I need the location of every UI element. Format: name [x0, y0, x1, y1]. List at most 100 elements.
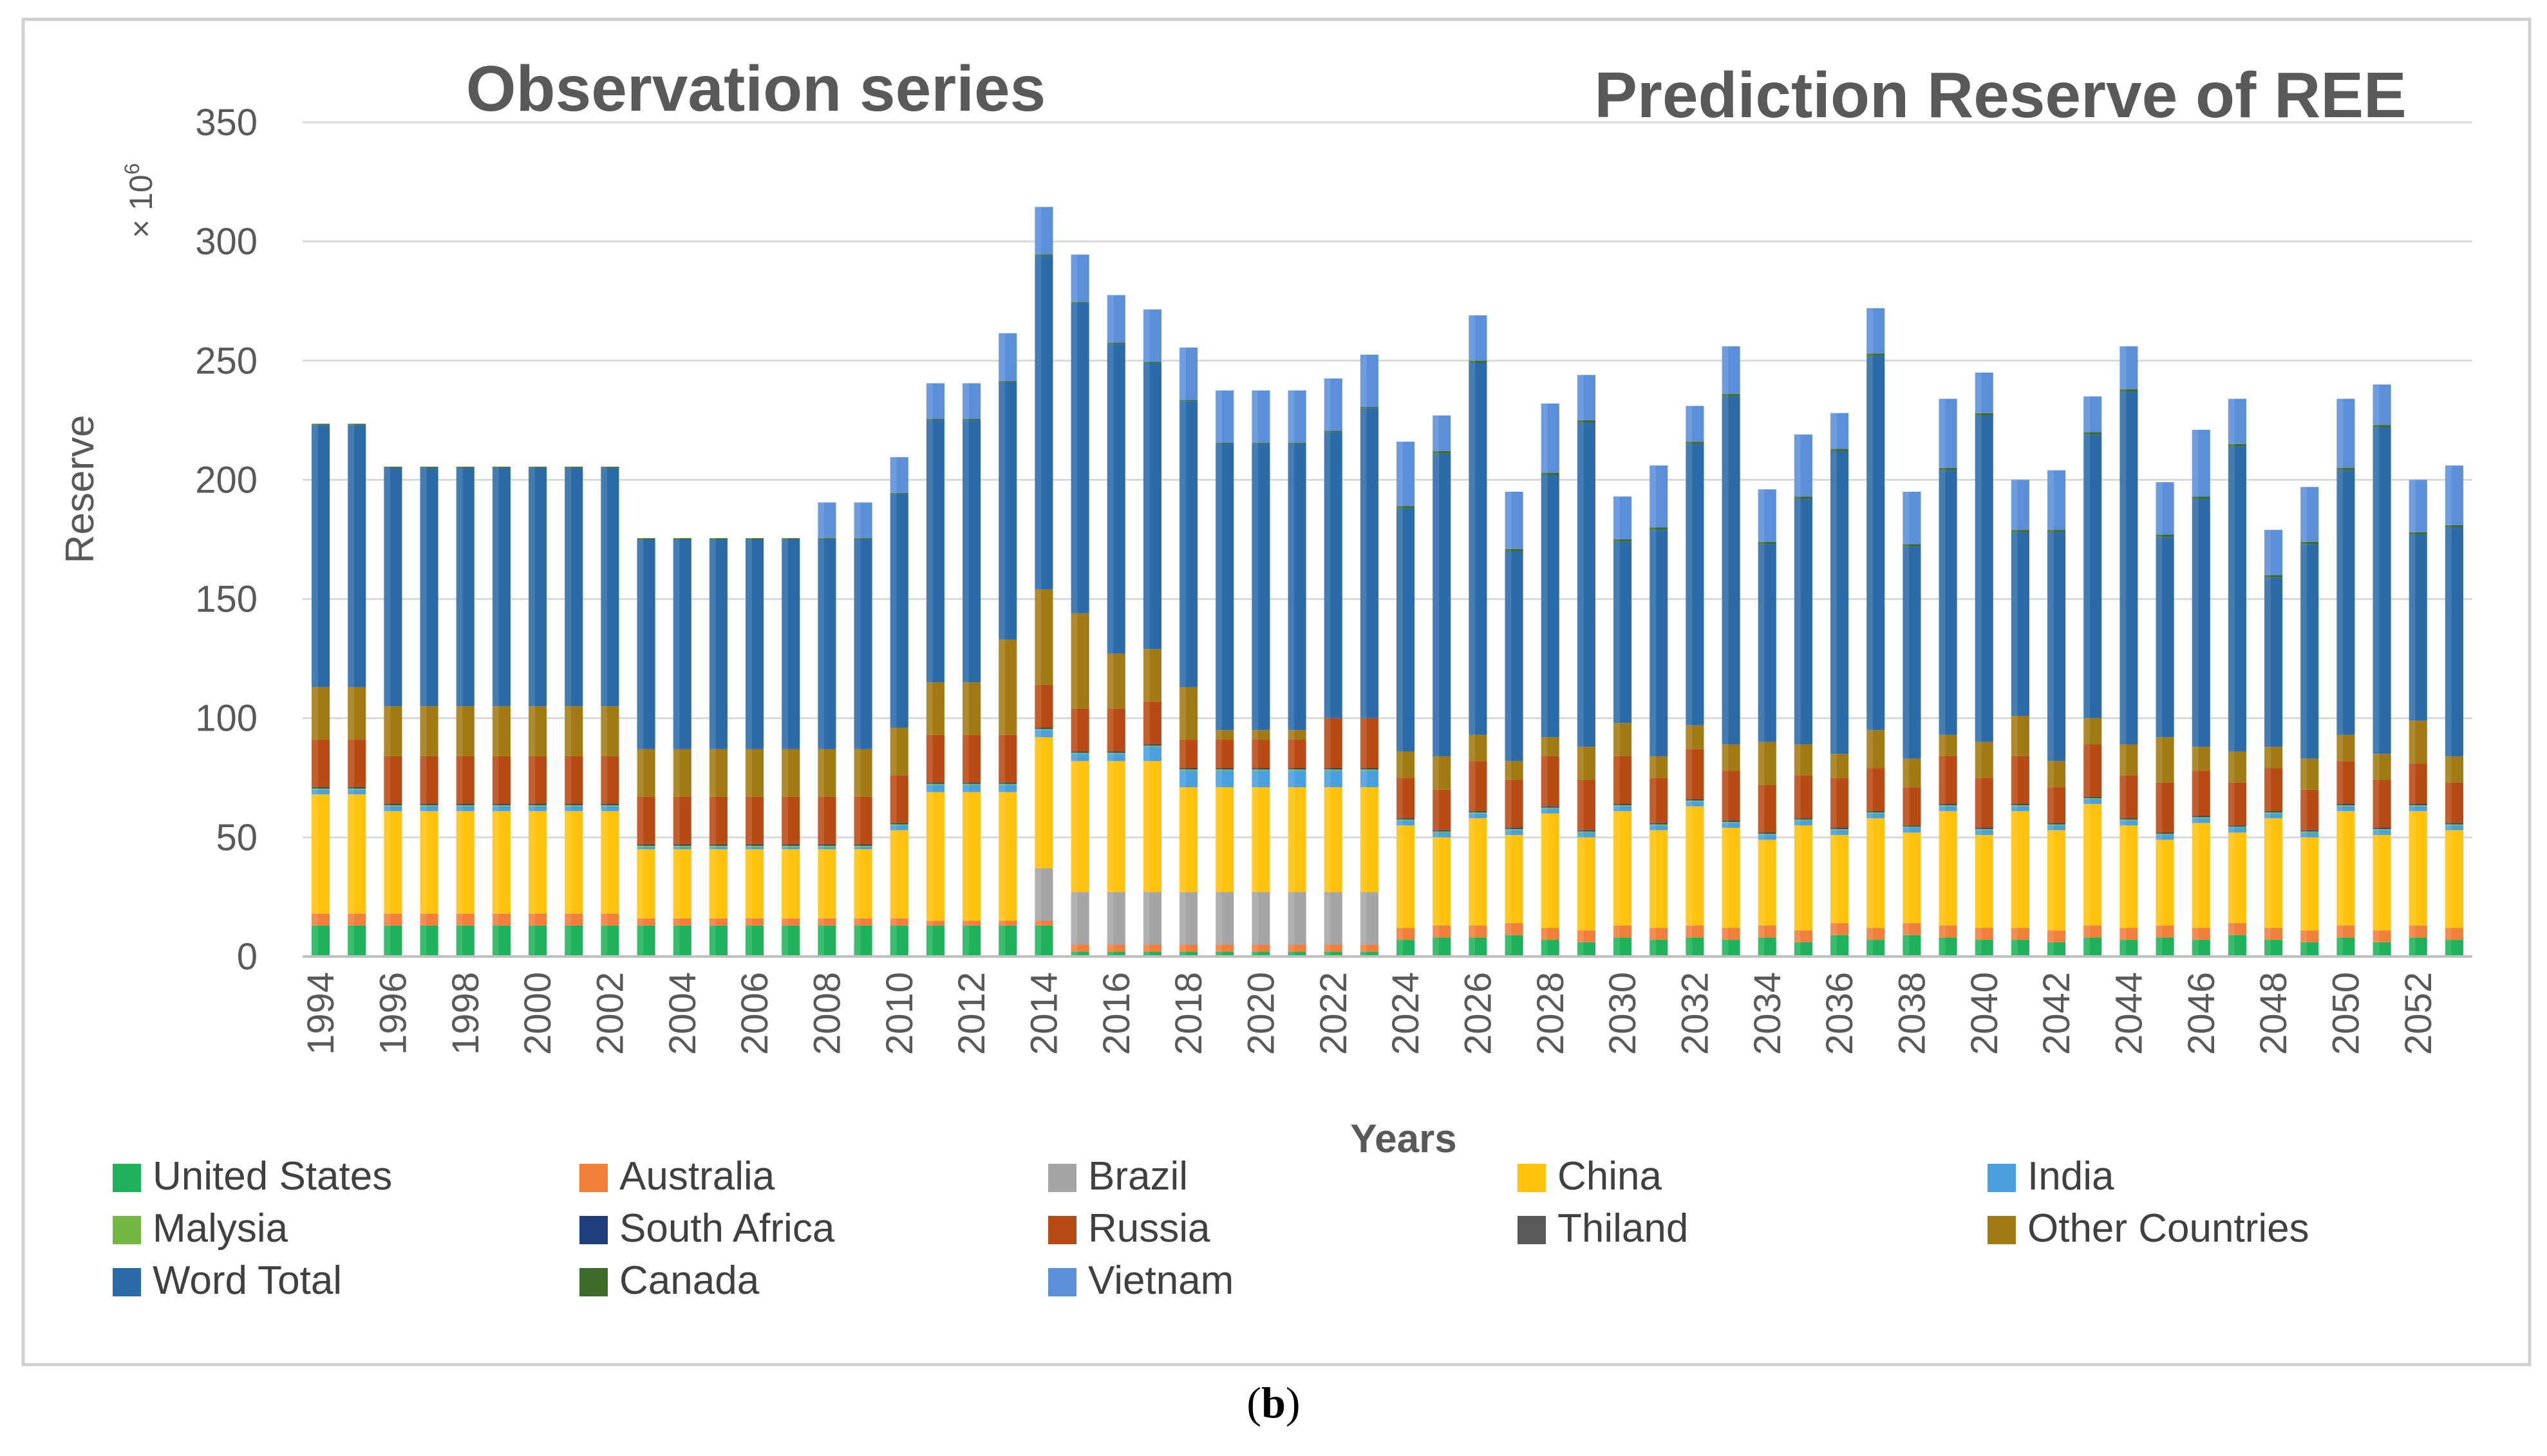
bar-south-africa-2048 [2264, 811, 2283, 812]
bar-stack-2044 [2119, 346, 2138, 957]
bar-australia-2051 [2373, 930, 2391, 942]
bar-stack-1999 [492, 467, 511, 957]
bar-word-total-2016 [1107, 344, 1125, 654]
bar-vietnam-2032 [1686, 406, 1704, 442]
bar-vietnam-2045 [2156, 482, 2174, 535]
bar-china-2011 [926, 792, 945, 921]
bar-south-africa-2010 [890, 823, 908, 825]
bar-china-2005 [709, 849, 728, 919]
bar-stack-2007 [782, 538, 800, 957]
bar-australia-2035 [1794, 930, 1812, 942]
bar-canada-2046 [2192, 496, 2210, 499]
bar-malysia-2031 [1649, 824, 1668, 826]
bar-stack-2000 [529, 467, 547, 957]
bar-india-2052 [2409, 806, 2427, 812]
bar-vietnam-2040 [1975, 372, 1993, 413]
bar-russia-2035 [1794, 775, 1812, 819]
bar-china-2053 [2445, 830, 2463, 928]
bar-stack-2033 [1722, 346, 1740, 957]
bar-china-2000 [529, 811, 547, 914]
bar-australia-2044 [2119, 928, 2138, 940]
bar-other-countries-2013 [999, 639, 1017, 735]
bar-malysia-2025 [1433, 831, 1451, 833]
bar-vietnam-2036 [1830, 413, 1849, 449]
bar-canada-2026 [1469, 360, 1487, 363]
bar-highlight [312, 424, 318, 957]
bar-australia-2049 [2300, 930, 2319, 942]
bar-united-states-2045 [2156, 937, 2174, 957]
bar-malysia-2038 [1903, 826, 1921, 828]
bar-word-total-2027 [1505, 551, 1523, 761]
bar-united-states-2011 [926, 925, 945, 957]
bar-canada-2022 [1324, 431, 1342, 433]
bar-word-total-2050 [2336, 470, 2355, 735]
bar-word-total-2032 [1686, 443, 1704, 725]
bar-china-2022 [1324, 787, 1342, 893]
x-tick-label: 2028 [1530, 972, 1572, 1055]
bar-china-2034 [1758, 839, 1776, 926]
bar-china-2049 [2300, 837, 2319, 931]
bar-south-africa-2042 [2047, 823, 2066, 825]
bar-china-2023 [1360, 787, 1378, 893]
legend-item-malysia: Malysia [113, 1206, 288, 1251]
x-tick-label: 1994 [300, 972, 342, 1055]
bar-word-total-2003 [637, 539, 655, 749]
bar-china-2052 [2409, 811, 2427, 926]
bar-other-countries-1997 [420, 706, 438, 756]
chart-frame [21, 17, 2532, 1367]
bar-canada-2014 [1035, 254, 1053, 256]
bar-word-total-1998 [456, 467, 475, 707]
legend-item-india: India [1988, 1154, 2114, 1199]
y-tick-label: 350 [195, 102, 258, 144]
legend-item-south-africa: South Africa [579, 1206, 835, 1251]
bar-canada-1996 [384, 467, 402, 468]
bar-india-2049 [2300, 832, 2319, 837]
bar-malysia-2051 [2373, 828, 2391, 830]
bar-united-states-2033 [1722, 940, 1740, 957]
bar-south-africa-2040 [1975, 828, 1993, 829]
bar-vietnam-2025 [1433, 415, 1451, 451]
bar-south-africa-2031 [1649, 823, 1668, 825]
bar-word-total-2014 [1035, 256, 1053, 590]
bar-australia-2019 [1216, 944, 1234, 952]
bar-united-states-2006 [746, 925, 764, 957]
y-tick-label: 200 [195, 459, 258, 501]
bar-other-countries-2015 [1071, 613, 1089, 709]
bar-highlight [637, 538, 644, 957]
bar-vietnam-2043 [2083, 396, 2102, 433]
bar-word-total-2031 [1649, 530, 1668, 756]
bar-highlight [782, 538, 789, 957]
legend-swatch [1988, 1164, 2016, 1192]
bar-word-total-2035 [1794, 499, 1812, 745]
bar-stack-1996 [384, 467, 402, 957]
bar-malysia-2012 [963, 783, 981, 785]
bar-canada-2029 [1577, 420, 1595, 423]
legend-label: China [1557, 1154, 1662, 1199]
bar-word-total-1996 [384, 467, 402, 707]
legend-label: Malysia [153, 1206, 288, 1251]
bar-stack-2004 [673, 538, 691, 957]
bar-stack-2016 [1107, 295, 1125, 957]
bar-australia-2003 [637, 918, 655, 926]
bar-other-countries-2053 [2445, 756, 2463, 783]
x-tick-label: 2002 [589, 972, 631, 1055]
bar-india-2039 [1939, 806, 1957, 812]
bar-stack-2013 [999, 333, 1017, 957]
bar-highlight [890, 457, 897, 957]
bar-united-states-1995 [348, 925, 366, 957]
bar-canada-2007 [782, 538, 800, 539]
bar-malysia-2041 [2011, 805, 2029, 807]
bar-india-2003 [637, 846, 655, 850]
bar-china-2050 [2336, 811, 2355, 926]
bar-stack-2049 [2300, 487, 2319, 957]
bar-malysia-2044 [2119, 819, 2138, 821]
bar-russia-2052 [2409, 763, 2427, 805]
bar-highlight [420, 467, 427, 957]
bar-india-2047 [2228, 828, 2246, 833]
bar-south-africa-2050 [2336, 804, 2355, 805]
bar-australia-2036 [1830, 923, 1849, 935]
bar-china-2027 [1505, 835, 1523, 924]
bar-other-countries-2039 [1939, 734, 1957, 756]
bar-malysia-1997 [420, 805, 438, 807]
bar-south-africa-2014 [1035, 727, 1053, 729]
